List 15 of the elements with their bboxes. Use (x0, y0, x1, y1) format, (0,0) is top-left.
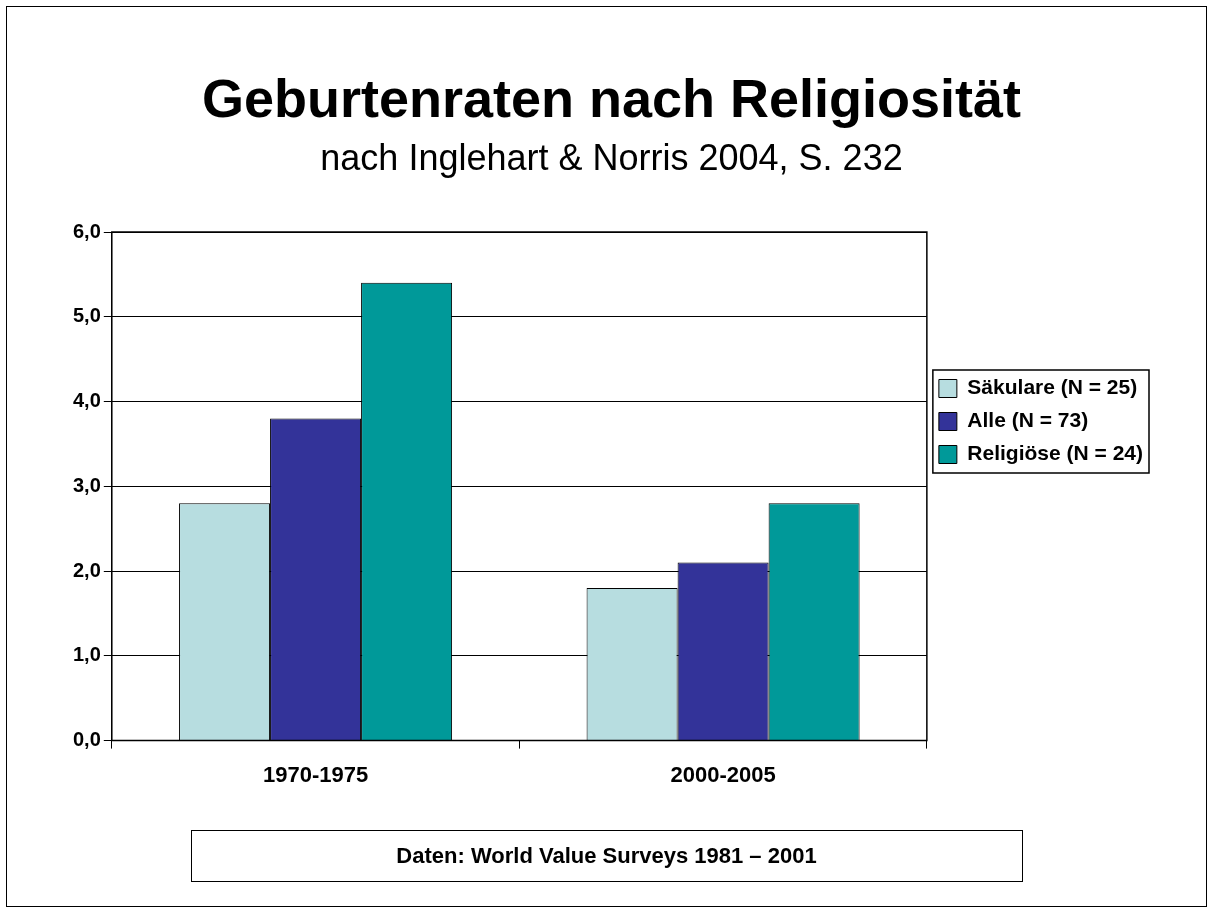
legend-label: Religiöse (N = 24) (967, 441, 1143, 465)
y-tick-label: 0,0 (72, 728, 101, 751)
y-tick-label: 6,0 (72, 219, 101, 242)
y-tick-label: 4,0 (72, 389, 101, 412)
y-tick-label: 3,0 (72, 473, 101, 496)
legend-label: Säkulare (N = 25) (967, 375, 1138, 399)
y-tick-label: 1,0 (72, 643, 101, 666)
legend-label: Alle (N = 73) (967, 408, 1089, 432)
chart-title: Geburtenraten nach Religiosität (201, 68, 1022, 129)
chart-subtitle: nach Inglehart & Norris 2004, S. 232 (320, 137, 903, 179)
y-tick-label: 5,0 (72, 304, 101, 327)
text: Daten: World Value Surveys 1981 – 2001 (190, 830, 1023, 882)
y-tick-label: 2,0 (72, 558, 101, 581)
x-tick-label: 2000-2005 (670, 761, 776, 787)
x-tick-label: 1970-1975 (262, 761, 369, 787)
